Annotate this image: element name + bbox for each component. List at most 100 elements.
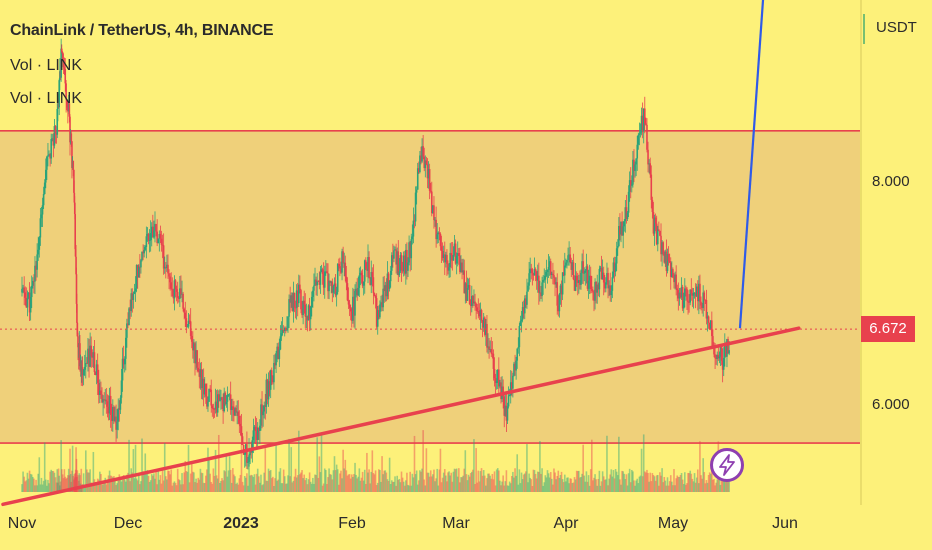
candle-body xyxy=(168,273,170,277)
volume-bar xyxy=(360,477,363,492)
volume-bar xyxy=(216,478,219,492)
candle-body xyxy=(25,297,28,308)
candle-body xyxy=(591,289,593,291)
chart-legend-volume-2[interactable]: Vol · LINK xyxy=(10,90,83,107)
candle-body xyxy=(352,296,354,321)
candle-body xyxy=(419,155,421,173)
candle-body xyxy=(267,381,270,400)
volume-bar xyxy=(615,471,618,492)
volume-bar xyxy=(466,480,469,492)
volume-bar xyxy=(661,468,663,492)
support-trendline[interactable] xyxy=(1,326,801,507)
volume-bar xyxy=(371,450,374,492)
candle-body xyxy=(528,273,530,286)
volume-bar xyxy=(516,454,519,492)
volume-bar xyxy=(190,463,193,492)
candle-body xyxy=(158,233,161,239)
candle-body xyxy=(636,144,639,159)
y-tick-label: 8.000 xyxy=(872,173,910,190)
volume-bar xyxy=(266,480,269,492)
lightning-badge[interactable] xyxy=(710,448,744,482)
projection-arrow-shaft[interactable] xyxy=(738,0,783,329)
volume-bar xyxy=(282,469,285,492)
candle-body xyxy=(499,382,501,387)
volume-bar xyxy=(89,469,91,492)
volume-bar xyxy=(692,481,695,492)
candle-body xyxy=(422,146,424,157)
volume-bar xyxy=(675,478,677,492)
volume-bar xyxy=(486,478,488,492)
axis-layer: USDT6.0008.00010.00012.000NovDec2023FebM… xyxy=(8,0,917,532)
candle-body xyxy=(238,415,241,424)
candle-body xyxy=(623,221,626,227)
candle-body xyxy=(473,301,475,304)
candle-body xyxy=(32,280,34,286)
candle-body xyxy=(281,329,284,334)
chart-legend-title[interactable]: ChainLink / TetherUS, 4h, BINANCE xyxy=(10,22,274,39)
volume-bar xyxy=(38,457,41,492)
candle-body xyxy=(691,293,694,296)
candle-body xyxy=(553,275,555,278)
volume-bar xyxy=(319,472,322,492)
volume-bar xyxy=(475,448,477,492)
volume-bar xyxy=(328,468,330,492)
candle-body xyxy=(535,271,538,281)
volume-bar xyxy=(592,480,594,492)
candle-body xyxy=(247,461,249,463)
candle-body xyxy=(414,192,417,222)
chart-legend-volume-1[interactable]: Vol · LINK xyxy=(10,57,83,74)
volume-bar xyxy=(483,475,486,492)
volume-bar xyxy=(214,449,217,492)
volume-bar xyxy=(127,472,129,492)
volume-bar xyxy=(362,480,365,492)
volume-bar xyxy=(330,474,333,492)
volume-bar xyxy=(619,479,621,492)
volume-bar xyxy=(295,477,298,492)
volume-bar xyxy=(57,482,59,492)
candle-body xyxy=(609,285,611,296)
volume-bar xyxy=(199,468,202,492)
candle-body xyxy=(157,238,160,244)
volume-bar xyxy=(584,481,587,492)
candle-body xyxy=(434,219,436,221)
volume-bar xyxy=(298,430,300,492)
candle-body xyxy=(279,336,282,350)
volume-bar xyxy=(393,481,395,492)
candle-body xyxy=(49,154,51,159)
volume-bar xyxy=(344,459,347,492)
candle-body xyxy=(35,265,37,270)
candle-body xyxy=(383,288,386,292)
candle-body xyxy=(344,262,347,277)
candle-body xyxy=(72,160,75,170)
candle-body xyxy=(673,277,675,283)
volume-bar xyxy=(666,477,669,492)
candle-body xyxy=(651,199,654,213)
candle-body xyxy=(152,226,154,238)
candle-body xyxy=(466,287,469,301)
candle-body xyxy=(100,390,102,395)
volume-bar xyxy=(685,484,687,492)
candle-body xyxy=(224,392,227,405)
candle-body xyxy=(620,221,622,235)
candle-body xyxy=(256,427,259,440)
volume-bar xyxy=(569,478,571,492)
candle-body xyxy=(370,272,373,285)
candle-body xyxy=(437,232,440,235)
volume-bar xyxy=(553,468,555,492)
candle-body xyxy=(576,280,579,283)
volume-bar xyxy=(113,476,115,492)
volume-bar xyxy=(246,473,248,492)
volume-bar xyxy=(728,481,730,492)
candle-body xyxy=(453,243,456,255)
candle-body xyxy=(614,263,617,272)
candle-body xyxy=(682,300,685,309)
volume-bar xyxy=(73,474,76,492)
volume-bar xyxy=(355,474,357,492)
candle-body xyxy=(536,275,539,281)
candle-body xyxy=(89,345,91,367)
volume-bar xyxy=(331,479,334,492)
volume-bar xyxy=(711,470,713,492)
volume-bar xyxy=(65,478,67,492)
candle-body xyxy=(654,217,657,224)
